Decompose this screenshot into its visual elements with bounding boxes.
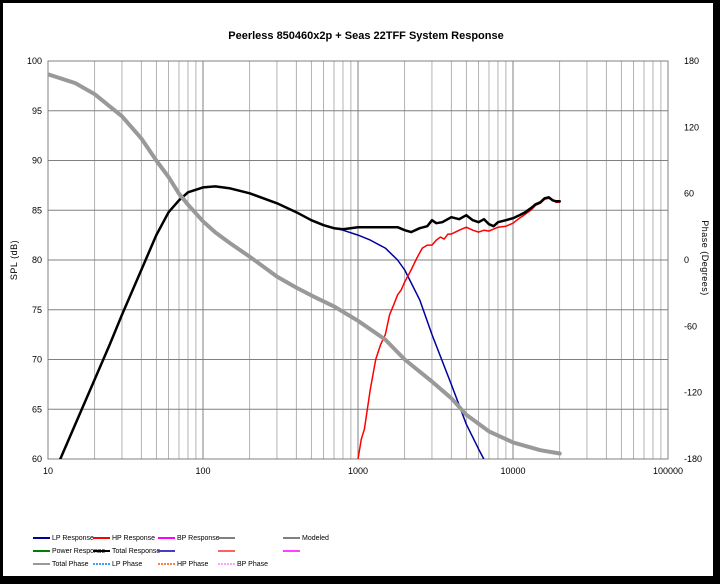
y2-axis-label: Phase (Degrees) xyxy=(700,220,710,296)
y-tick-label: 70 xyxy=(32,355,42,365)
legend-label: Power Response xyxy=(52,548,105,555)
y-tick-label: 95 xyxy=(32,106,42,116)
y2-tick-label: 0 xyxy=(684,255,689,265)
x-tick-label: 100 xyxy=(195,466,210,476)
x-tick-label: 10 xyxy=(43,466,53,476)
y2-tick-label: 180 xyxy=(684,56,699,66)
x-tick-label: 1000 xyxy=(348,466,368,476)
legend: LP Response HP Response BP Response Modeled… xyxy=(33,535,329,568)
legend-label: Modeled xyxy=(302,535,329,542)
legend-label: LP Phase xyxy=(112,561,142,568)
y2-tick-label: 60 xyxy=(684,189,694,199)
y-axis-label: SPL (dB) xyxy=(9,240,19,280)
y-tick-label: 75 xyxy=(32,305,42,315)
legend-label: HP Response xyxy=(112,535,155,542)
legend-label: Total Phase xyxy=(52,561,89,568)
legend-label: HP Phase xyxy=(177,561,208,568)
legend-label: BP Phase xyxy=(237,561,268,568)
chart-title: Peerless 850460x2p + Seas 22TFF System R… xyxy=(228,30,503,42)
y-tick-label: 100 xyxy=(27,56,42,66)
y2-tick-label: -60 xyxy=(684,321,697,331)
grid xyxy=(47,60,669,460)
x-tick-label: 10000 xyxy=(500,466,525,476)
y-tick-label: 85 xyxy=(32,205,42,215)
chart-frame: Peerless 850460x2p + Seas 22TFF System R… xyxy=(3,3,713,576)
legend-label: BP Response xyxy=(177,535,220,542)
y2-tick-label: -120 xyxy=(684,388,702,398)
y2-tick-label: 120 xyxy=(684,122,699,132)
y2-tick-label: -180 xyxy=(684,454,702,464)
y-tick-label: 60 xyxy=(32,454,42,464)
system-response-chart: Peerless 850460x2p + Seas 22TFF System R… xyxy=(9,30,710,568)
y-tick-label: 65 xyxy=(32,404,42,414)
x-tick-label: 100000 xyxy=(653,466,683,476)
tick-labels: 10 100 1000 10000 100000 60 65 70 75 80 85 90 95 100 -… xyxy=(27,56,702,476)
series-line-hp-response xyxy=(357,197,561,459)
y-tick-label: 90 xyxy=(32,156,42,166)
series-line-total-phase xyxy=(48,72,562,456)
y-tick-label: 80 xyxy=(32,255,42,265)
legend-label: Total Response xyxy=(112,548,160,555)
legend-label: LP Response xyxy=(52,535,94,542)
